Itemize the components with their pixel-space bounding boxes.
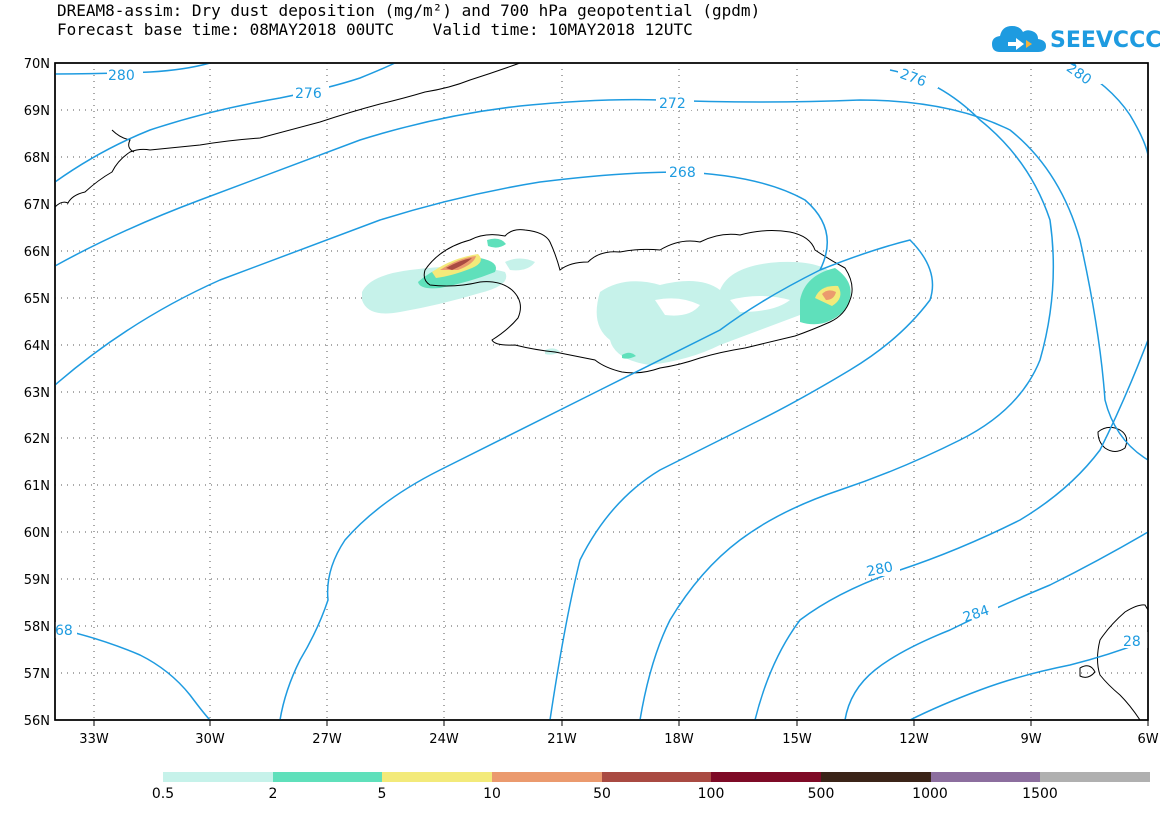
- lat-label: 60N: [24, 526, 50, 541]
- coastlines: [54, 62, 1149, 721]
- legend-label: 1000: [912, 786, 948, 802]
- legend-swatch: [382, 772, 493, 782]
- dust-spot-s2: [622, 352, 636, 359]
- lon-label: 15W: [782, 732, 812, 747]
- lon-label: 21W: [547, 732, 577, 747]
- legend-label: 50: [593, 786, 611, 802]
- dust-gap-2: [730, 296, 790, 312]
- contour-268-lower: [549, 239, 934, 721]
- contour-268-southwest-corner: [54, 627, 211, 721]
- contour-276-east: [639, 69, 1055, 721]
- lat-label: 69N: [24, 104, 50, 119]
- legend-swatch: [492, 772, 602, 782]
- contour-272: [54, 98, 1149, 461]
- lon-label: 30W: [195, 732, 225, 747]
- lon-label: 27W: [312, 732, 342, 747]
- dust-gap-1: [655, 298, 700, 316]
- legend-label: 500: [807, 786, 835, 802]
- contour-280-south: [754, 339, 1149, 721]
- lat-label: 56N: [24, 714, 50, 729]
- lon-label: 12W: [899, 732, 929, 747]
- map-frame-border: [54, 62, 1149, 721]
- lon-label: 18W: [664, 732, 694, 747]
- dust-area-west-50: [446, 258, 472, 270]
- legend-swatch: [272, 772, 383, 782]
- legend-label: 2: [268, 786, 278, 802]
- lon-label: 6W: [1137, 732, 1158, 747]
- legend-swatch: [930, 772, 1041, 782]
- lat-label: 63N: [24, 386, 50, 401]
- contour-label: 28: [1123, 634, 1141, 650]
- longitude-labels: 33W 30W 27W 24W 21W 18W 15W 12W 9W 6W: [79, 732, 1158, 747]
- scotland-coast: [1097, 604, 1149, 721]
- contour-label: 280: [865, 559, 894, 580]
- color-legend: [163, 772, 1151, 782]
- dust-spot-n: [505, 258, 535, 271]
- lat-label: 59N: [24, 573, 50, 588]
- faroe-islands: [1097, 426, 1128, 452]
- greenland-inlet: [111, 129, 135, 153]
- cloud-icon: [992, 26, 1046, 52]
- lat-label: 64N: [24, 339, 50, 354]
- geopotential-contours: [54, 62, 1149, 721]
- contour-280-north: [54, 62, 211, 75]
- legend-label: 0.5: [151, 786, 175, 802]
- hebrides: [1079, 665, 1096, 678]
- legend-label: 10: [483, 786, 501, 802]
- lon-label: 33W: [79, 732, 109, 747]
- contour-label: 268: [669, 165, 696, 181]
- legend-swatch: [1040, 772, 1151, 782]
- dust-area-interior: [596, 261, 840, 365]
- contour-276-west: [54, 62, 396, 183]
- contour-label: 276: [295, 86, 322, 102]
- legend-label: 5: [377, 786, 387, 802]
- lat-label: 61N: [24, 479, 50, 494]
- lat-label: 70N: [24, 57, 50, 72]
- lat-label: 68N: [24, 151, 50, 166]
- lon-label: 24W: [429, 732, 459, 747]
- contour-label: 68: [55, 623, 73, 639]
- contour-label: 272: [659, 96, 686, 112]
- contour-288: [909, 639, 1149, 721]
- lat-label: 58N: [24, 620, 50, 635]
- map-subtitle: Forecast base time: 08MAY2018 00UTC Vali…: [57, 20, 693, 39]
- iceland-coast: [423, 229, 853, 374]
- legend-label: 100: [697, 786, 725, 802]
- graticule: [55, 63, 1148, 720]
- latitude-labels: 70N 69N 68N 67N 66N 65N 64N 63N 62N 61N …: [24, 57, 50, 729]
- greenland-coast: [54, 62, 521, 208]
- contour-label: 284: [961, 603, 991, 627]
- legend-swatch: [163, 772, 273, 782]
- contour-268-southwest: [279, 269, 821, 721]
- dust-area-east-10: [822, 290, 836, 300]
- legend-swatch: [601, 772, 712, 782]
- seevccc-logo: SEEVCCC: [990, 20, 1170, 58]
- logo-text: SEEVCCC: [1050, 28, 1162, 53]
- legend-swatch: [711, 772, 822, 782]
- dust-deposition-shading: [362, 238, 851, 365]
- lat-label: 57N: [24, 667, 50, 682]
- contour-label: 280: [108, 68, 135, 84]
- lat-label: 66N: [24, 245, 50, 260]
- contour-268-upper: [54, 171, 828, 386]
- lat-label: 65N: [24, 292, 50, 307]
- contour-284: [844, 531, 1149, 721]
- contour-labels: 280 276 272 268 276 280 280 284 68 28: [55, 60, 1148, 650]
- lat-label: 67N: [24, 198, 50, 213]
- dust-spot-nw: [487, 238, 506, 248]
- axis-ticks: [93, 720, 1149, 726]
- lon-label: 9W: [1020, 732, 1041, 747]
- legend-label: 1500: [1022, 786, 1058, 802]
- map-title: DREAM8-assim: Dry dust deposition (mg/m²…: [57, 1, 761, 20]
- legend-swatch: [821, 772, 931, 782]
- lat-label: 62N: [24, 432, 50, 447]
